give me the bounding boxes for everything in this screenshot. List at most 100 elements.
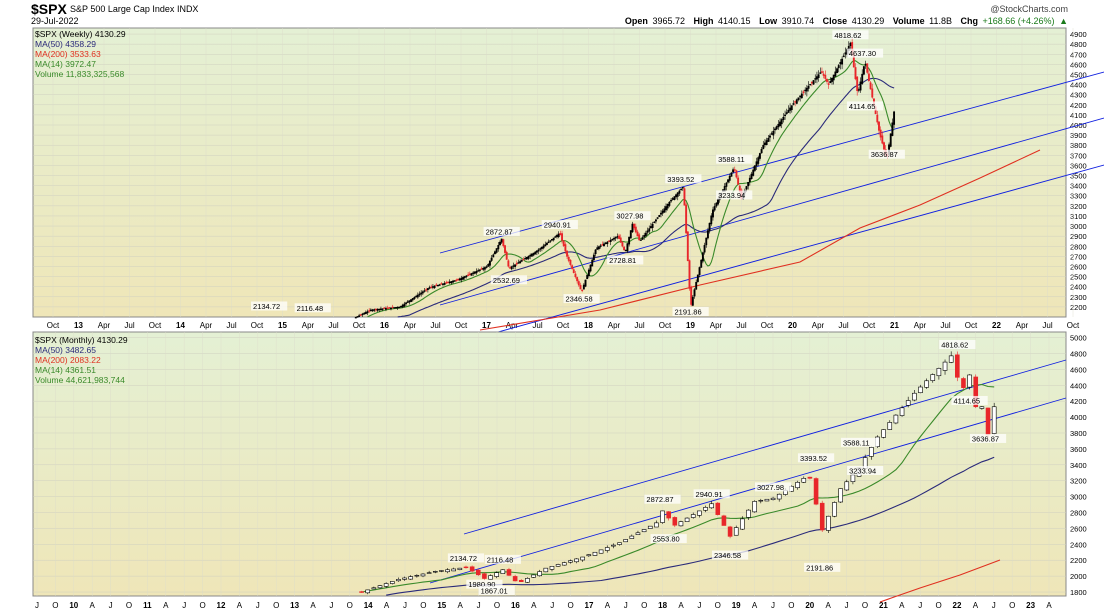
weekly-x-tick-label: Oct (149, 321, 162, 330)
weekly-x-tick-label: Jul (124, 321, 134, 330)
weekly-candle (656, 217, 659, 219)
weekly-x-tick-label: Oct (863, 321, 876, 330)
weekly-candle (628, 236, 631, 245)
weekly-candle (717, 199, 719, 205)
weekly-candle (393, 307, 396, 309)
weekly-candle (649, 226, 652, 229)
weekly-candle (790, 105, 793, 111)
weekly-legend-ma14: MA(14) 3972.47 (35, 59, 96, 69)
weekly-x-tick-label: 15 (278, 321, 287, 330)
weekly-candle (639, 239, 642, 241)
weekly-candle (452, 280, 454, 283)
monthly-ma200-line (879, 559, 1001, 603)
weekly-candle (603, 243, 605, 247)
monthly-annotation-label: 2940.91 (696, 490, 723, 499)
weekly-x-tick-label: Jul (736, 321, 746, 330)
weekly-annotation-box (665, 174, 702, 184)
monthly-x-tick-label: 20 (805, 601, 814, 610)
weekly-annotation-box (672, 307, 709, 316)
monthly-candle (948, 355, 954, 363)
weekly-annotation-label: 3027.98 (616, 212, 643, 221)
weekly-candle (866, 63, 869, 73)
weekly-candle (562, 240, 565, 246)
monthly-annotation-label: 2346.58 (714, 551, 741, 560)
weekly-candle (368, 310, 371, 312)
weekly-annotation-label: 4114.65 (849, 102, 876, 111)
weekly-y-tick-label: 3500 (1070, 172, 1087, 181)
monthly-x-tick-label: O (935, 601, 941, 610)
weekly-annotation-label: 4818.62 (834, 31, 861, 40)
monthly-y-tick-label: 2000 (1070, 572, 1087, 581)
weekly-legend: $SPX (Weekly) 4130.29 MA(50) 4358.29 MA(… (35, 29, 126, 79)
weekly-candle (619, 237, 622, 243)
monthly-x-tick-label: O (567, 601, 573, 610)
weekly-candle (430, 286, 433, 289)
weekly-annotation-box (294, 303, 331, 313)
monthly-candle (918, 386, 923, 394)
weekly-candle (616, 236, 619, 238)
weekly-x-tick-label: Jul (532, 321, 542, 330)
weekly-candle (556, 235, 558, 237)
weekly-candle (425, 289, 428, 291)
weekly-candle (488, 260, 491, 266)
weekly-y-tick-label: 2400 (1070, 283, 1087, 292)
weekly-candle (406, 301, 409, 303)
weekly-candle (668, 201, 671, 206)
monthly-x-tick-label: A (605, 601, 611, 610)
weekly-candle (767, 137, 770, 142)
weekly-candle (648, 228, 651, 232)
weekly-annotation-label: 3233.94 (718, 191, 745, 200)
weekly-candle (426, 288, 429, 290)
weekly-candle (700, 259, 703, 268)
monthly-x-tick-label: O (862, 601, 868, 610)
monthly-x-tick-label: J (550, 601, 554, 610)
weekly-candle (883, 142, 885, 150)
weekly-candle (494, 251, 496, 255)
weekly-candle (418, 293, 421, 296)
weekly-y-tick-label: 2600 (1070, 262, 1087, 271)
weekly-candle (354, 316, 357, 319)
weekly-candle (436, 284, 439, 287)
monthly-x-tick-label: O (1009, 601, 1015, 610)
weekly-candle (453, 280, 456, 282)
monthly-candle (770, 497, 776, 501)
weekly-candle (862, 66, 865, 75)
security-name: S&P 500 Large Cap Index INDX (70, 4, 199, 14)
weekly-candle (780, 119, 783, 125)
weekly-trend-line (439, 164, 1104, 349)
weekly-candle (621, 242, 624, 247)
weekly-annotation-box (716, 190, 753, 200)
weekly-annotation-box (563, 294, 600, 304)
weekly-candle (388, 307, 391, 309)
weekly-candle (431, 286, 434, 288)
weekly-annotation-label: 3636.87 (871, 150, 898, 159)
monthly-candle (611, 544, 616, 547)
monthly-candle (629, 535, 635, 539)
weekly-candle (688, 260, 691, 289)
monthly-x-tick-label: O (494, 601, 500, 610)
weekly-candle (468, 273, 471, 276)
weekly-candle (807, 85, 810, 89)
monthly-candle (807, 476, 813, 479)
weekly-y-tick-label: 3200 (1070, 202, 1087, 211)
weekly-annotation-box (614, 211, 651, 221)
weekly-candle (391, 306, 394, 309)
monthly-candle (979, 406, 985, 409)
monthly-x-tick-label: O (641, 601, 647, 610)
weekly-candle (470, 273, 473, 276)
weekly-y-tick-label: 3100 (1070, 212, 1087, 221)
weekly-candle (623, 246, 626, 251)
monthly-annotation-box (466, 579, 503, 589)
weekly-x-tick-label: 22 (992, 321, 1001, 330)
monthly-annotation-box (754, 482, 792, 492)
monthly-candle (758, 500, 764, 502)
monthly-x-tick-label: J (697, 601, 701, 610)
weekly-candle (535, 250, 538, 253)
weekly-candle (752, 169, 755, 176)
weekly-ma14-line (367, 60, 895, 318)
weekly-candle (500, 238, 503, 243)
weekly-x-tick-label: Oct (251, 321, 264, 330)
weekly-candle (618, 235, 621, 239)
weekly-candle (369, 309, 372, 312)
weekly-candle (586, 274, 589, 280)
